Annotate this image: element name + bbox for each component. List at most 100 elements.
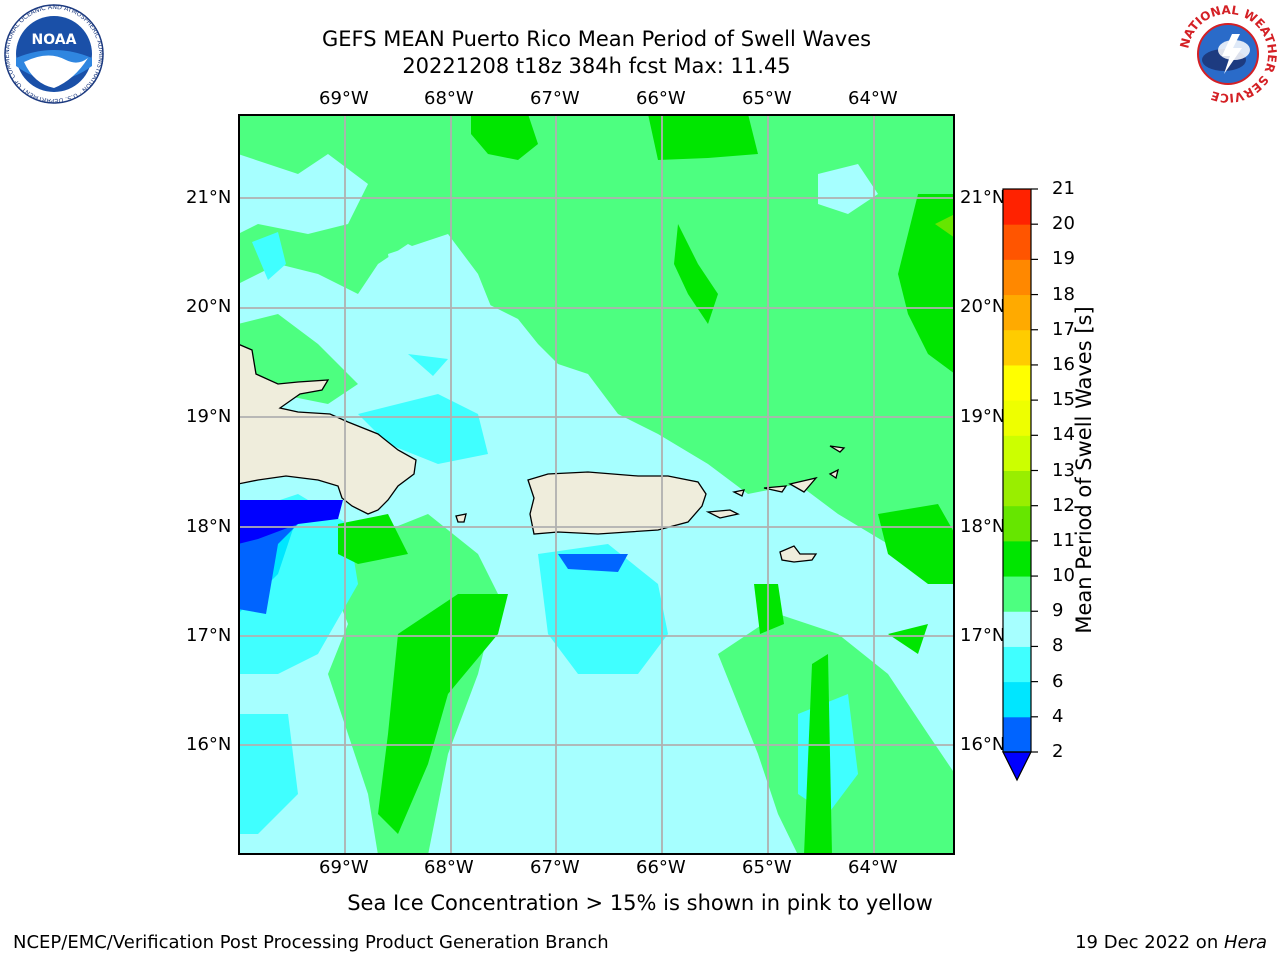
contour-10-11-e2: [878, 504, 955, 584]
sea-ice-note: Sea Ice Concentration > 15% is shown in …: [347, 891, 933, 915]
colorbar-box: [1003, 224, 1031, 260]
contour-10-11-strip: [804, 654, 832, 855]
footer-host: Hera: [1223, 932, 1267, 953]
colorbar-box: [1003, 576, 1031, 612]
lon-label-top: 69°W: [319, 88, 369, 109]
contour-10-11-north: [471, 114, 538, 160]
lat-label-right: 18°N: [960, 516, 1006, 537]
footer-branch: NCEP/EMC/Verification Post Processing Pr…: [13, 932, 609, 953]
st-croix-island: [779, 545, 818, 563]
hispaniola-land: [238, 343, 417, 515]
contour-6-8-patch1: [252, 232, 286, 280]
contour-11-12: [935, 214, 955, 238]
colorbar-box: [1003, 611, 1031, 647]
colorbar-box: [1003, 400, 1031, 436]
colorbar-tick-label: 4: [1052, 705, 1064, 727]
svg-text:NOAA: NOAA: [32, 32, 77, 48]
colorbar-tick-label: 13: [1052, 459, 1075, 481]
colorbar-box: [1003, 681, 1031, 718]
contour-9-10-north: [238, 114, 955, 554]
lat-label-right: 16°N: [960, 734, 1006, 755]
nws-logo: NATIONAL WEATHER SERVICE: [1177, 3, 1279, 105]
colorbar-tick-label: 19: [1052, 248, 1075, 270]
colorbar-tick-label: 11: [1052, 529, 1075, 551]
lon-label-bottom: 67°W: [530, 857, 580, 878]
colorbar-title: Mean Period of Swell Waves [s]: [1072, 306, 1096, 634]
lat-label-right: 21°N: [960, 187, 1006, 208]
colorbar-tick-label: 2: [1052, 741, 1064, 762]
lat-label-left: 19°N: [186, 406, 232, 427]
virgin-islands-3: [788, 476, 818, 493]
lon-label-bottom: 68°W: [424, 857, 474, 878]
footer-date-text: 19 Dec 2022 on: [1075, 932, 1224, 953]
colorbar-tick-label: 16: [1052, 353, 1075, 375]
lon-label-bottom: 65°W: [742, 857, 792, 878]
noaa-logo: NATIONAL OCEANIC AND ATMOSPHERIC ADMINIS…: [2, 0, 104, 104]
lon-label-bottom: 69°W: [319, 857, 369, 878]
lon-label-top: 66°W: [636, 88, 686, 109]
virgin-islands-2: [763, 485, 788, 493]
colorbar-box: [1003, 329, 1031, 366]
lat-label-left: 18°N: [186, 516, 232, 537]
contour-10-11-east: [898, 194, 955, 374]
colorbar-tick-label: 17: [1052, 318, 1075, 340]
colorbar-tick-label: 21: [1052, 178, 1075, 199]
colorbar-tick-label: 10: [1052, 565, 1075, 587]
lon-label-top: 65°W: [742, 88, 792, 109]
colorbar-box: [1003, 364, 1031, 401]
contour-8-9-east: [818, 164, 878, 214]
colorbar-box: [1003, 189, 1031, 225]
colorbar-tick-label: 20: [1052, 213, 1075, 235]
graticule: [238, 114, 955, 855]
contour-under-2: [238, 500, 343, 544]
colorbar-tick-label: 9: [1052, 600, 1064, 622]
contour-10-11-ne: [648, 114, 758, 160]
map-title-line2: 20221208 t18z 384h fcst Max: 11.45: [402, 54, 791, 78]
lat-label-left: 16°N: [186, 734, 232, 755]
lat-label-right: 20°N: [960, 296, 1006, 317]
colorbar-box: [1003, 259, 1031, 296]
colorbar-tick-label: 15: [1052, 389, 1075, 411]
lat-label-left: 21°N: [186, 187, 232, 208]
colorbar: [1002, 188, 1038, 782]
lon-label-top: 68°W: [424, 88, 474, 109]
contour-6-8-patch3: [358, 394, 488, 464]
desecheo-island: [455, 513, 467, 523]
footer-date: 19 Dec 2022 on Hera: [1075, 932, 1267, 953]
contour-6-8-patch4: [238, 714, 298, 834]
colorbar-box: [1003, 294, 1031, 331]
colorbar-tick-label: 8: [1052, 635, 1064, 657]
lon-label-top: 64°W: [848, 88, 898, 109]
lat-label-right: 17°N: [960, 625, 1006, 646]
contour-8-9-s: [488, 634, 598, 814]
contour-10-11-e3: [888, 624, 928, 654]
contour-8-9-north: [238, 154, 368, 234]
colorbar-under-triangle: [1002, 751, 1032, 782]
lon-label-top: 67°W: [530, 88, 580, 109]
lon-label-bottom: 66°W: [636, 857, 686, 878]
lon-label-bottom: 64°W: [848, 857, 898, 878]
colorbar-box: [1003, 435, 1031, 471]
map-title-line1: GEFS MEAN Puerto Rico Mean Period of Swe…: [321, 27, 872, 51]
lat-label-left: 20°N: [186, 296, 232, 317]
vieques-island: [705, 509, 740, 519]
colorbar-box: [1003, 540, 1031, 577]
contour-10-11-center: [674, 224, 718, 324]
contour-2-4-pr-south: [558, 554, 628, 572]
lat-label-right: 19°N: [960, 406, 1006, 427]
virgin-islands-5: [828, 468, 839, 480]
colorbar-tick-label: 12: [1052, 494, 1075, 516]
colorbar-tick-label: 18: [1052, 283, 1075, 305]
map-frame: [238, 114, 955, 855]
swell-period-map: [238, 114, 955, 855]
colorbar-box: [1003, 646, 1031, 683]
colorbar-box: [1003, 470, 1031, 507]
contour-10-11-se: [754, 584, 784, 634]
colorbar-box: [1003, 505, 1031, 542]
contour-8-9-center: [388, 234, 498, 354]
lat-label-left: 17°N: [186, 625, 232, 646]
virgin-islands-1: [732, 489, 745, 497]
colorbar-tick-label: 6: [1052, 670, 1064, 692]
contour-10-11-south: [378, 594, 508, 834]
contour-6-8-patch2: [408, 354, 448, 376]
